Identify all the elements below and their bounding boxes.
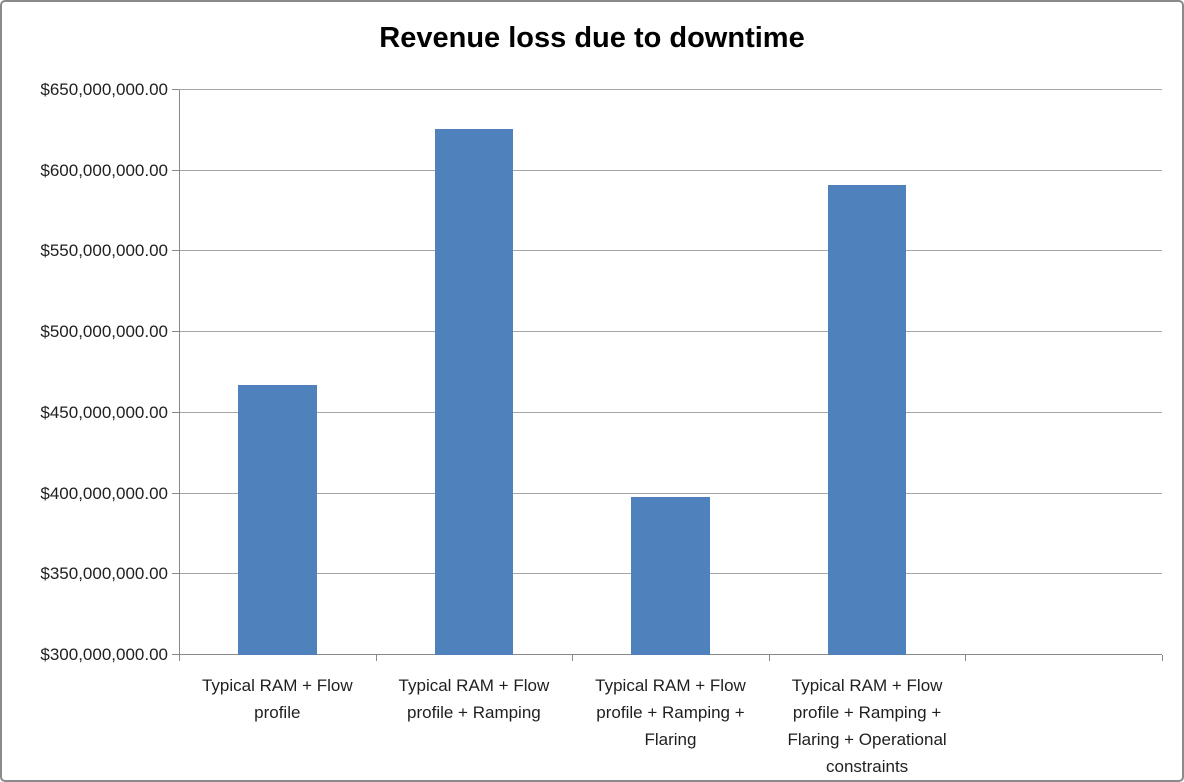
x-axis-tick: [375, 655, 377, 661]
x-axis-tick: [965, 655, 967, 661]
y-axis-tick-label: $300,000,000.00: [40, 645, 168, 664]
x-axis-label: Typical RAM + Flow profile + Ramping + F…: [595, 676, 746, 749]
y-axis-line: [179, 90, 180, 655]
gridline: [179, 411, 1162, 413]
x-axis-tick: [179, 655, 180, 661]
y-axis-tick-label: $500,000,000.00: [40, 322, 168, 342]
y-axis-tick: [172, 654, 179, 655]
y-axis-tick: [172, 331, 179, 333]
x-axis-tick: [1162, 655, 1163, 661]
y-axis-tick-label: $450,000,000.00: [40, 402, 168, 422]
gridline: [179, 331, 1162, 333]
y-axis-tick: [172, 573, 179, 575]
y-axis-tick-label: $650,000,000.00: [40, 80, 168, 99]
y-axis-tick: [172, 89, 179, 90]
chart-title: Revenue loss due to downtime: [379, 22, 805, 54]
bar: [827, 185, 907, 655]
y-axis-tick-label: $550,000,000.00: [40, 241, 168, 261]
y-axis-tick-label: $600,000,000.00: [40, 160, 168, 180]
x-axis-label: Typical RAM + Flow profile + Ramping + F…: [787, 676, 947, 776]
gridline: [179, 89, 1162, 90]
y-axis-tick: [172, 169, 179, 171]
bar: [237, 385, 317, 655]
y-axis-tick-label: $400,000,000.00: [40, 483, 168, 503]
x-axis-label: Typical RAM + Flow profile: [201, 676, 353, 722]
x-axis-tick: [768, 655, 770, 661]
x-axis-label: Typical RAM + Flow profile + Ramping: [398, 676, 550, 722]
x-axis-tick: [572, 655, 574, 661]
bar: [434, 128, 514, 655]
y-axis-tick-label: $350,000,000.00: [40, 564, 168, 584]
gridline: [179, 492, 1162, 494]
y-axis-tick: [172, 492, 179, 494]
y-axis-tick: [172, 411, 179, 413]
bar: [631, 496, 710, 655]
gridline: [179, 169, 1162, 171]
gridline: [179, 250, 1162, 252]
y-axis-tick: [172, 250, 179, 252]
